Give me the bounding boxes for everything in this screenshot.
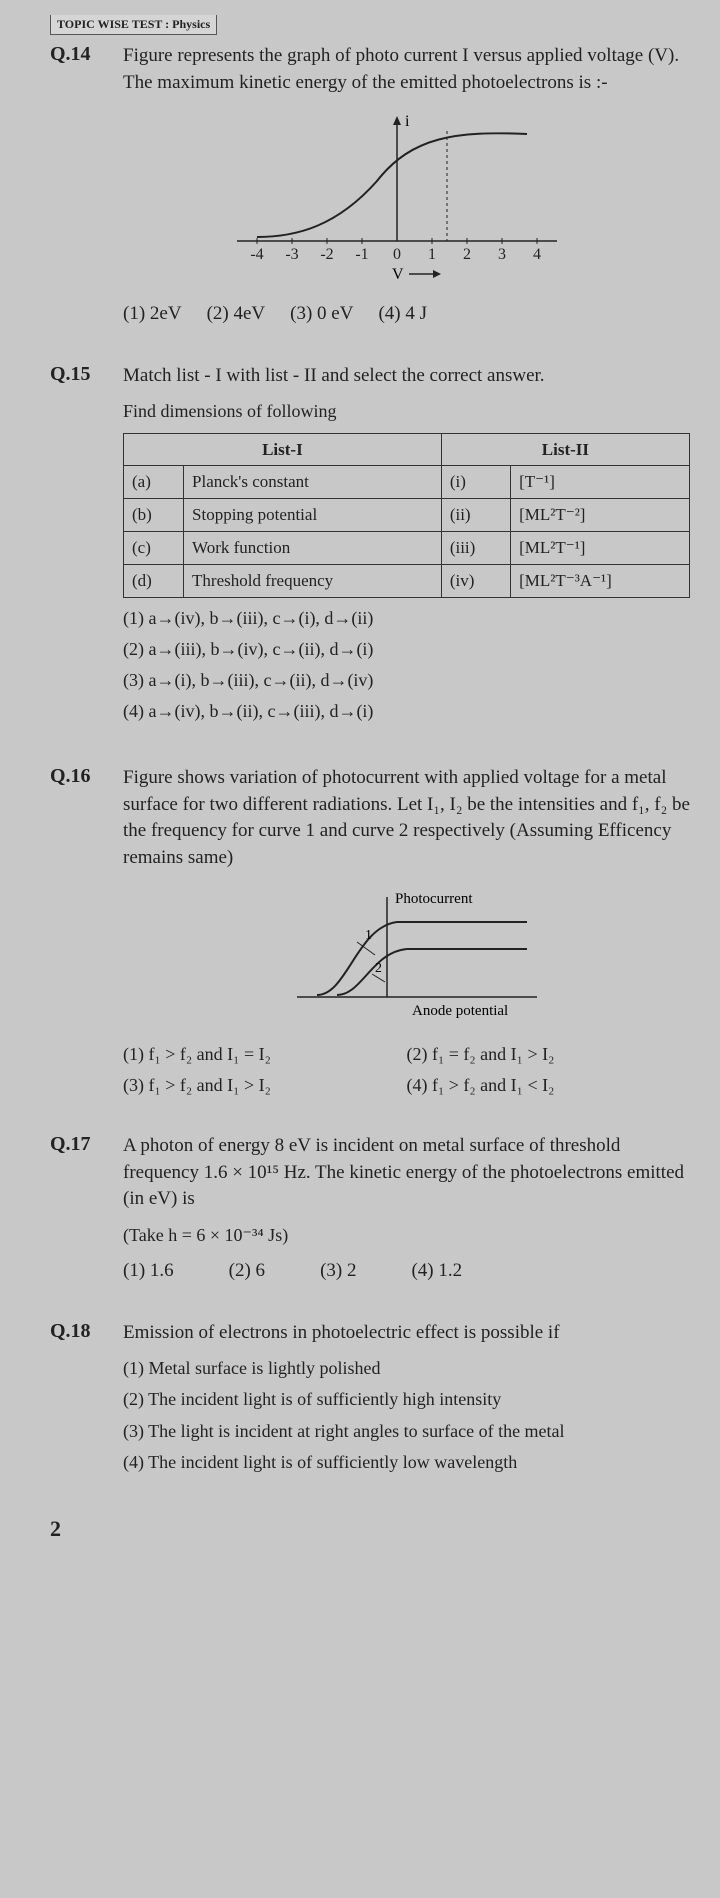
- svg-text:2: 2: [375, 961, 382, 976]
- q17-sub: (Take h = 6 × 10⁻³⁴ Js): [123, 1223, 690, 1248]
- q16-number: Q.16: [50, 765, 105, 1098]
- q17-text: A photon of energy 8 eV is incident on m…: [123, 1133, 690, 1213]
- q14-opt3: (3) 0 eV: [290, 301, 353, 328]
- q18-opt2: (2) The incident light is of sufficientl…: [123, 1387, 690, 1412]
- q14-opt1: (1) 2eV: [123, 301, 182, 328]
- q17-number: Q.17: [50, 1133, 105, 1285]
- q16-chart: Photocurrent Anode potential 1 2: [123, 887, 690, 1027]
- q15-options: (1) a→(iv), b→(iii), c→(i), d→(ii) (2) a…: [123, 606, 690, 725]
- q16-opt3: (3) f₁ > f₂ and I₁ > I₂: [123, 1073, 377, 1098]
- list2-header: List-II: [441, 433, 689, 466]
- svg-text:Anode potential: Anode potential: [412, 1003, 508, 1019]
- svg-text:-2: -2: [320, 246, 333, 263]
- q17-options: (1) 1.6 (2) 6 (3) 2 (4) 1.2: [123, 1258, 690, 1285]
- svg-text:i: i: [405, 113, 410, 130]
- q14-opt4: (4) 4 J: [378, 301, 427, 328]
- q14-options: (1) 2eV (2) 4eV (3) 0 eV (4) 4 J: [123, 301, 690, 328]
- q16-options: (1) f₁ > f₂ and I₁ = I₂ (2) f₁ = f₂ and …: [123, 1042, 690, 1098]
- q17-opt3: (3) 2: [320, 1258, 356, 1285]
- q18-number: Q.18: [50, 1320, 105, 1481]
- q18-options: (1) Metal surface is lightly polished (2…: [123, 1356, 690, 1475]
- topic-header: TOPIC WISE TEST : Physics: [50, 15, 217, 35]
- q16-opt2: (2) f₁ = f₂ and I₁ > I₂: [407, 1042, 661, 1067]
- q15-number: Q.15: [50, 363, 105, 731]
- svg-text:2: 2: [463, 246, 471, 263]
- svg-text:3: 3: [498, 246, 506, 263]
- q18-opt1: (1) Metal surface is lightly polished: [123, 1356, 690, 1381]
- q14-chart: i -4 -3 -2 -1 0 1 2 3 4 V: [123, 111, 690, 286]
- q15-opt1: (1) a→(iv), b→(iii), c→(i), d→(ii): [123, 606, 690, 631]
- q15-sub: Find dimensions of following: [123, 399, 690, 424]
- question-18: Q.18 Emission of electrons in photoelect…: [50, 1320, 690, 1481]
- svg-text:-3: -3: [285, 246, 298, 263]
- q15-text: Match list - I with list - II and select…: [123, 363, 690, 390]
- q16-opt4: (4) f₁ > f₂ and I₁ < I₂: [407, 1073, 661, 1098]
- page-number: 2: [50, 1516, 690, 1542]
- q18-text: Emission of electrons in photoelectric e…: [123, 1320, 690, 1347]
- q16-text: Figure shows variation of photocurrent w…: [123, 765, 690, 871]
- q14-opt2: (2) 4eV: [207, 301, 266, 328]
- svg-text:4: 4: [533, 246, 541, 263]
- table-row: (d)Threshold frequency (iv)[ML²T⁻³A⁻¹]: [124, 564, 690, 597]
- question-17: Q.17 A photon of energy 8 eV is incident…: [50, 1133, 690, 1285]
- q15-opt2: (2) a→(iii), b→(iv), c→(ii), d→(i): [123, 637, 690, 662]
- table-row: (c)Work function (iii)[ML²T⁻¹]: [124, 531, 690, 564]
- question-16: Q.16 Figure shows variation of photocurr…: [50, 765, 690, 1098]
- table-row: (a)Planck's constant (i)[T⁻¹]: [124, 466, 690, 499]
- q14-number: Q.14: [50, 43, 105, 328]
- question-14: Q.14 Figure represents the graph of phot…: [50, 43, 690, 328]
- q14-text: Figure represents the graph of photo cur…: [123, 43, 690, 96]
- svg-text:Photocurrent: Photocurrent: [395, 891, 473, 907]
- svg-text:-4: -4: [250, 246, 263, 263]
- svg-text:-1: -1: [355, 246, 368, 263]
- q17-opt4: (4) 1.2: [411, 1258, 462, 1285]
- question-15: Q.15 Match list - I with list - II and s…: [50, 363, 690, 731]
- svg-text:1: 1: [428, 246, 436, 263]
- q15-opt4: (4) a→(iv), b→(ii), c→(iii), d→(i): [123, 699, 690, 724]
- svg-text:1: 1: [365, 928, 372, 943]
- q16-opt1: (1) f₁ > f₂ and I₁ = I₂: [123, 1042, 377, 1067]
- q18-opt4: (4) The incident light is of sufficientl…: [123, 1450, 690, 1475]
- table-row: (b)Stopping potential (ii)[ML²T⁻²]: [124, 499, 690, 532]
- q17-opt2: (2) 6: [229, 1258, 265, 1285]
- svg-text:V: V: [392, 266, 404, 283]
- q15-opt3: (3) a→(i), b→(iii), c→(ii), d→(iv): [123, 668, 690, 693]
- list1-header: List-I: [124, 433, 442, 466]
- q15-table: List-I List-II (a)Planck's constant (i)[…: [123, 433, 690, 598]
- q18-opt3: (3) The light is incident at right angle…: [123, 1419, 690, 1444]
- svg-text:0: 0: [393, 246, 401, 263]
- q17-opt1: (1) 1.6: [123, 1258, 174, 1285]
